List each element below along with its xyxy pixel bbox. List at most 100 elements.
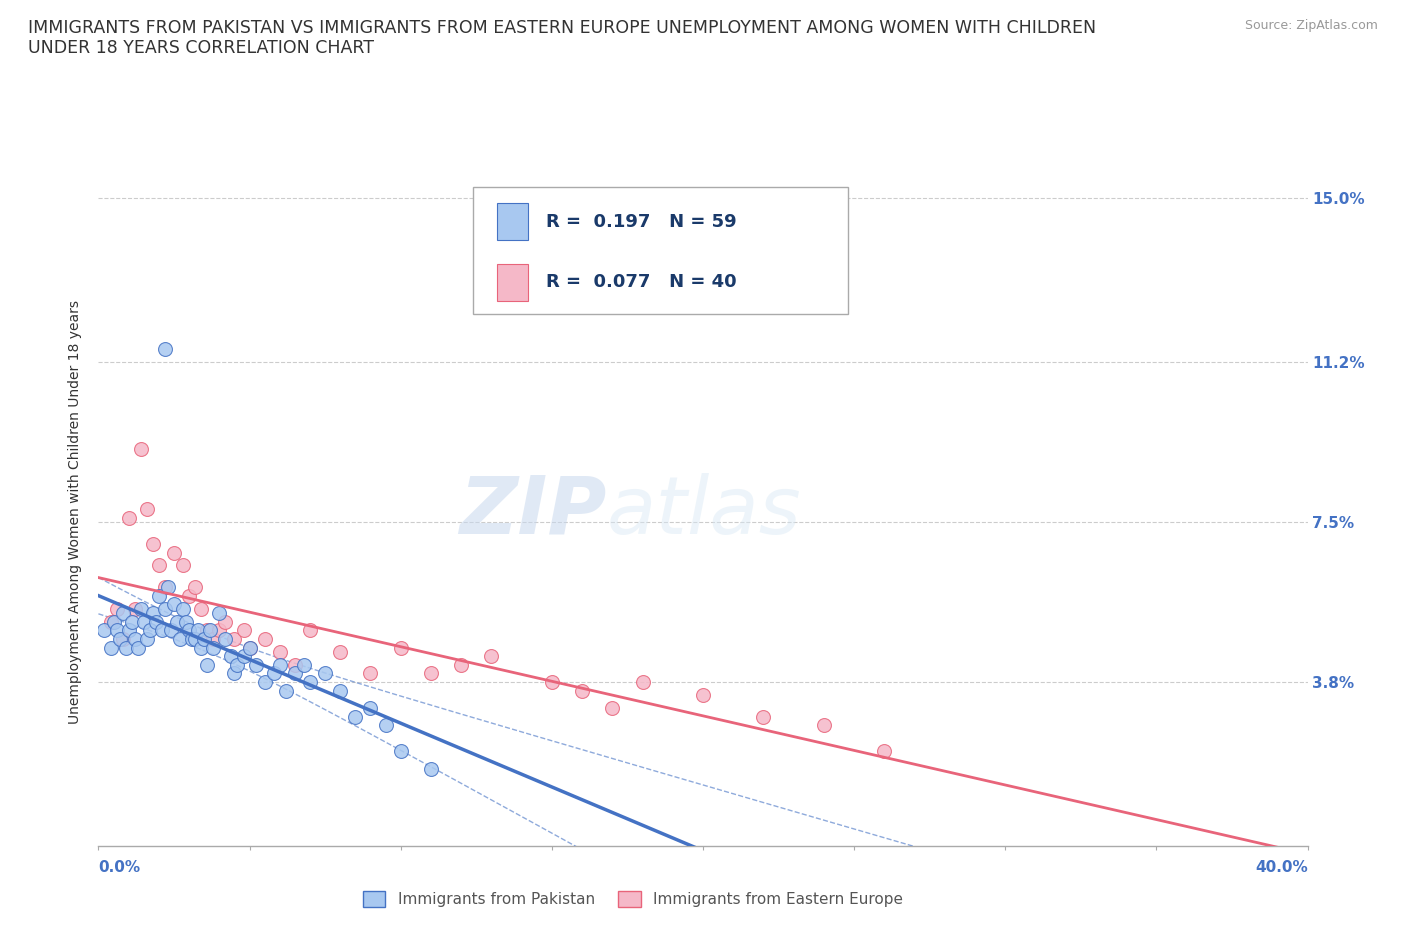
Point	[263, 666, 285, 681]
Point	[540, 674, 562, 689]
Point	[100, 614, 122, 629]
Point	[156, 579, 179, 594]
Point	[360, 700, 382, 715]
Point	[245, 658, 267, 672]
Point	[389, 640, 412, 655]
Point	[187, 623, 209, 638]
Point	[132, 614, 155, 629]
Point	[174, 614, 197, 629]
Point	[93, 623, 115, 638]
Legend: Immigrants from Pakistan, Immigrants from Eastern Europe: Immigrants from Pakistan, Immigrants fro…	[357, 884, 908, 913]
Point	[195, 623, 218, 638]
Point	[195, 658, 218, 672]
Point	[274, 684, 297, 698]
Point	[450, 658, 472, 672]
Point	[100, 640, 122, 655]
Point	[239, 640, 262, 655]
Point	[239, 640, 262, 655]
Point	[150, 623, 173, 638]
Point	[873, 744, 896, 759]
Point	[124, 631, 146, 646]
Point	[181, 631, 204, 646]
FancyBboxPatch shape	[474, 187, 848, 314]
Point	[166, 614, 188, 629]
Point	[202, 640, 225, 655]
Point	[160, 623, 183, 638]
Point	[111, 605, 134, 620]
Point	[360, 666, 382, 681]
Text: atlas: atlas	[606, 472, 801, 551]
Point	[344, 710, 367, 724]
Point	[135, 502, 157, 517]
Point	[169, 631, 191, 646]
Point	[631, 674, 654, 689]
Point	[253, 674, 276, 689]
Point	[214, 614, 236, 629]
Text: 0.0%: 0.0%	[98, 860, 141, 875]
Text: IMMIGRANTS FROM PAKISTAN VS IMMIGRANTS FROM EASTERN EUROPE UNEMPLOYMENT AMONG WO: IMMIGRANTS FROM PAKISTAN VS IMMIGRANTS F…	[28, 19, 1097, 58]
Point	[124, 602, 146, 617]
Point	[148, 558, 170, 573]
Point	[232, 623, 254, 638]
Point	[692, 687, 714, 702]
Point	[172, 558, 194, 573]
Point	[148, 589, 170, 604]
Point	[284, 666, 307, 681]
Point	[103, 614, 125, 629]
Point	[253, 631, 276, 646]
Point	[292, 658, 315, 672]
Point	[139, 623, 162, 638]
Text: R =  0.077   N = 40: R = 0.077 N = 40	[546, 273, 737, 291]
Point	[153, 579, 176, 594]
Point	[374, 718, 396, 733]
Point	[602, 700, 624, 715]
Point	[190, 602, 212, 617]
Point	[172, 602, 194, 617]
Point	[121, 614, 143, 629]
Point	[190, 640, 212, 655]
Y-axis label: Unemployment Among Women with Children Under 18 years: Unemployment Among Women with Children U…	[69, 299, 83, 724]
Text: ZIP: ZIP	[458, 472, 606, 551]
Point	[111, 631, 134, 646]
Point	[221, 649, 243, 664]
Point	[184, 579, 207, 594]
Point	[226, 658, 249, 672]
Point	[114, 640, 136, 655]
Point	[314, 666, 336, 681]
Point	[129, 602, 152, 617]
Point	[269, 644, 291, 659]
Point	[284, 658, 307, 672]
Point	[389, 744, 412, 759]
Point	[142, 537, 165, 551]
Point	[420, 666, 443, 681]
Point	[135, 631, 157, 646]
Point	[153, 342, 176, 357]
Point	[752, 710, 775, 724]
Point	[105, 623, 128, 638]
Point	[179, 623, 201, 638]
Point	[127, 640, 149, 655]
Point	[571, 684, 593, 698]
Text: R =  0.197   N = 59: R = 0.197 N = 59	[546, 213, 737, 231]
Point	[142, 605, 165, 620]
Point	[105, 602, 128, 617]
Point	[118, 623, 141, 638]
FancyBboxPatch shape	[498, 264, 527, 300]
Point	[232, 649, 254, 664]
Point	[108, 631, 131, 646]
Point	[224, 631, 246, 646]
Point	[163, 597, 186, 612]
Point	[208, 623, 231, 638]
Point	[269, 658, 291, 672]
FancyBboxPatch shape	[498, 204, 527, 240]
Text: 40.0%: 40.0%	[1254, 860, 1308, 875]
Point	[179, 589, 201, 604]
Point	[202, 631, 225, 646]
Point	[224, 666, 246, 681]
Point	[481, 649, 503, 664]
Point	[299, 674, 322, 689]
Point	[299, 623, 322, 638]
Point	[200, 623, 222, 638]
Point	[145, 614, 167, 629]
Point	[208, 605, 231, 620]
